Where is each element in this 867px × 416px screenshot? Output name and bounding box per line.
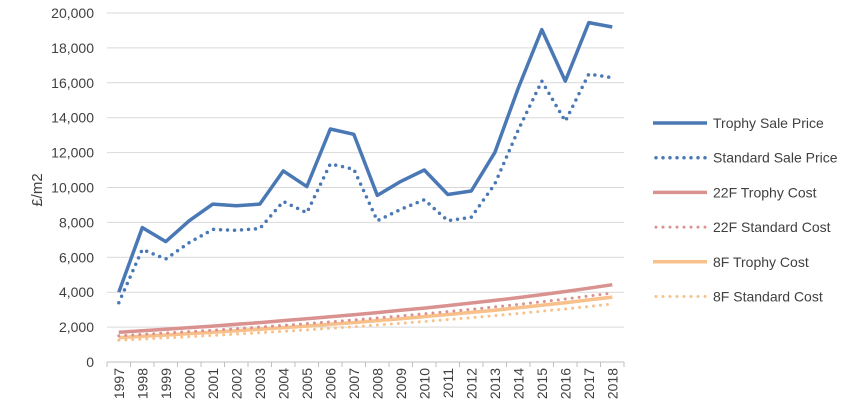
y-tick-label: 20,000 [51, 5, 94, 21]
x-tick-label: 2003 [252, 368, 268, 399]
x-tick-label: 2004 [275, 368, 291, 399]
series-line-trophy-sale-price [117, 20, 613, 293]
x-tick-label: 2011 [440, 368, 456, 398]
x-tick-label: 2002 [228, 368, 244, 399]
y-tick-label: 18,000 [51, 40, 94, 56]
y-axis: 0 2,000 4,000 6,000 8,000 10,000 12,000 14,000 1… [51, 5, 94, 370]
series-line-22f-standard-cost [117, 291, 614, 338]
y-tick-label: 6,000 [59, 249, 94, 265]
legend-label: 22F Trophy Cost [713, 184, 817, 200]
y-tick-label: 4,000 [59, 284, 94, 300]
legend-label: Standard Sale Price [713, 150, 838, 166]
legend-label: 22F Standard Cost [713, 219, 831, 235]
series-line-8f-standard-cost [117, 302, 614, 342]
x-tick-label: 1999 [158, 368, 174, 399]
legend-label: Trophy Sale Price [713, 115, 824, 131]
legend: Trophy Sale Price Standard Sale Price 22F … [653, 115, 838, 305]
x-tick-label: 2005 [299, 368, 315, 399]
y-tick-label: 10,000 [51, 180, 94, 196]
series-line-standard-sale-price [117, 72, 615, 305]
y-tick-label: 12,000 [51, 145, 94, 161]
x-tick-label: 2006 [322, 368, 338, 399]
legend-label: 8F Standard Cost [713, 289, 823, 305]
x-tick-label: 2018 [604, 368, 620, 399]
x-tick-label: 2009 [393, 368, 409, 399]
y-axis-title: £/m2 [29, 173, 46, 206]
x-tick-label: 2000 [181, 368, 197, 399]
x-tick-label: 2007 [346, 368, 362, 399]
y-tick-label: 14,000 [51, 110, 94, 126]
x-tick-label: 2013 [487, 368, 503, 399]
x-tick-label: 2010 [416, 368, 432, 399]
gridlines [107, 12, 624, 363]
series-line-22f-trophy-cost [118, 282, 613, 335]
x-tick-label: 2001 [205, 368, 221, 399]
series-lines [117, 20, 615, 342]
x-tick-label: 2016 [557, 368, 573, 399]
y-tick-label: 16,000 [51, 75, 94, 91]
x-tick-label: 1998 [134, 368, 150, 399]
x-tick-label: 1997 [111, 368, 127, 399]
y-tick-label: 2,000 [59, 319, 94, 335]
y-tick-label: 8,000 [59, 214, 94, 230]
y-tick-label: 0 [86, 354, 94, 370]
x-tick-label: 2012 [463, 368, 479, 399]
x-axis: 1997 1998 1999 2000 2001 2002 2003 2004 2005 2006… [106, 362, 625, 399]
x-tick-label: 2008 [369, 368, 385, 399]
x-tick-label: 2014 [510, 368, 526, 399]
x-tick-label: 2017 [581, 368, 597, 399]
series-line-8f-trophy-cost [118, 295, 613, 340]
x-tick-label: 2015 [534, 368, 550, 399]
legend-label: 8F Trophy Cost [713, 254, 809, 270]
